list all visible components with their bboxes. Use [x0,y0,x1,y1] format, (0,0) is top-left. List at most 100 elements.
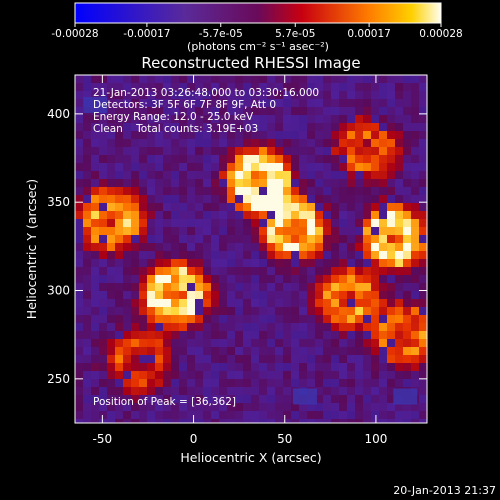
heatmap-cell [123,251,131,259]
heatmap-cell [227,211,235,219]
heatmap-cell [155,139,163,147]
heatmap-cell [363,203,371,211]
heatmap-cell [299,363,307,371]
heatmap-cell [251,283,259,291]
heatmap-cell [147,179,155,187]
heatmap-cell [211,219,219,227]
heatmap-cell [147,219,155,227]
heatmap-cell [299,419,307,423]
heatmap-cell [211,275,219,283]
heatmap-cell [243,323,251,331]
heatmap-cell [163,355,171,363]
heatmap-cell [83,171,91,179]
heatmap-cell [379,211,387,219]
heatmap-cell [115,75,123,83]
heatmap-cell [403,331,411,339]
heatmap-cell [379,419,387,423]
heatmap-cell [323,419,331,423]
heatmap-cell [203,403,211,411]
heatmap-cell [387,355,395,363]
heatmap-cell [107,203,115,211]
heatmap-cell [243,339,251,347]
heatmap-cell [251,251,259,259]
heatmap-cell [347,379,355,387]
heatmap-cell [211,179,219,187]
heatmap-cell [307,83,315,91]
heatmap-cell [411,195,419,203]
heatmap-cell [235,211,243,219]
heatmap-cell [75,339,83,347]
heatmap-cell [211,75,219,83]
heatmap-cell [227,91,235,99]
heatmap-cell [155,227,163,235]
heatmap-cell [155,115,163,123]
heatmap-cell [339,203,347,211]
heatmap-cell [163,187,171,195]
heatmap-cell [147,243,155,251]
heatmap-cell [195,331,203,339]
heatmap-cell [99,123,107,131]
heatmap-cell [379,131,387,139]
heatmap-cell [243,211,251,219]
heatmap-cell [355,219,363,227]
heatmap-cell [139,267,147,275]
heatmap-cell [251,355,259,363]
heatmap-cell [363,315,371,323]
heatmap-cell [171,251,179,259]
heatmap-cell [219,275,227,283]
heatmap-cell [115,211,123,219]
heatmap-cell [251,323,259,331]
heatmap-cell [139,259,147,267]
heatmap-cell [283,179,291,187]
heatmap-cell [227,323,235,331]
heatmap-cell [371,115,379,123]
heatmap-cell [363,379,371,387]
heatmap-cell [147,259,155,267]
heatmap-cell [347,291,355,299]
heatmap-cell [155,131,163,139]
heatmap-cell [171,91,179,99]
heatmap-cell [227,371,235,379]
heatmap-cell [291,243,299,251]
heatmap-cell [291,163,299,171]
heatmap-cell [99,379,107,387]
heatmap-cell [195,171,203,179]
heatmap-cell [115,355,123,363]
heatmap-cell [315,323,323,331]
heatmap-cell [243,307,251,315]
heatmap-cell [395,403,403,411]
heatmap-cell [75,363,83,371]
heatmap-cell [371,363,379,371]
heatmap-cell [339,403,347,411]
heatmap-cell [267,371,275,379]
heatmap-cell [259,363,267,371]
heatmap-cell [75,379,83,387]
heatmap-cell [99,131,107,139]
heatmap-cell [339,299,347,307]
heatmap-cell [211,323,219,331]
heatmap-cell [347,363,355,371]
heatmap-cell [275,107,283,115]
heatmap-cell [419,371,427,379]
heatmap-cell [291,203,299,211]
heatmap-cell [155,251,163,259]
heatmap-cell [363,283,371,291]
heatmap-cell [251,155,259,163]
heatmap-cell [411,339,419,347]
heatmap-cell [123,107,131,115]
heatmap-cell [131,115,139,123]
heatmap-cell [75,91,83,99]
heatmap-cell [179,419,187,423]
heatmap-cell [115,291,123,299]
heatmap-cell [283,251,291,259]
heatmap-cell [267,91,275,99]
heatmap-cell [139,75,147,83]
heatmap-cell [275,139,283,147]
heatmap-cell [155,91,163,99]
heatmap-cell [139,131,147,139]
heatmap-cell [99,115,107,123]
heatmap-cell [139,235,147,243]
heatmap-cell [75,163,83,171]
heatmap-cell [379,323,387,331]
